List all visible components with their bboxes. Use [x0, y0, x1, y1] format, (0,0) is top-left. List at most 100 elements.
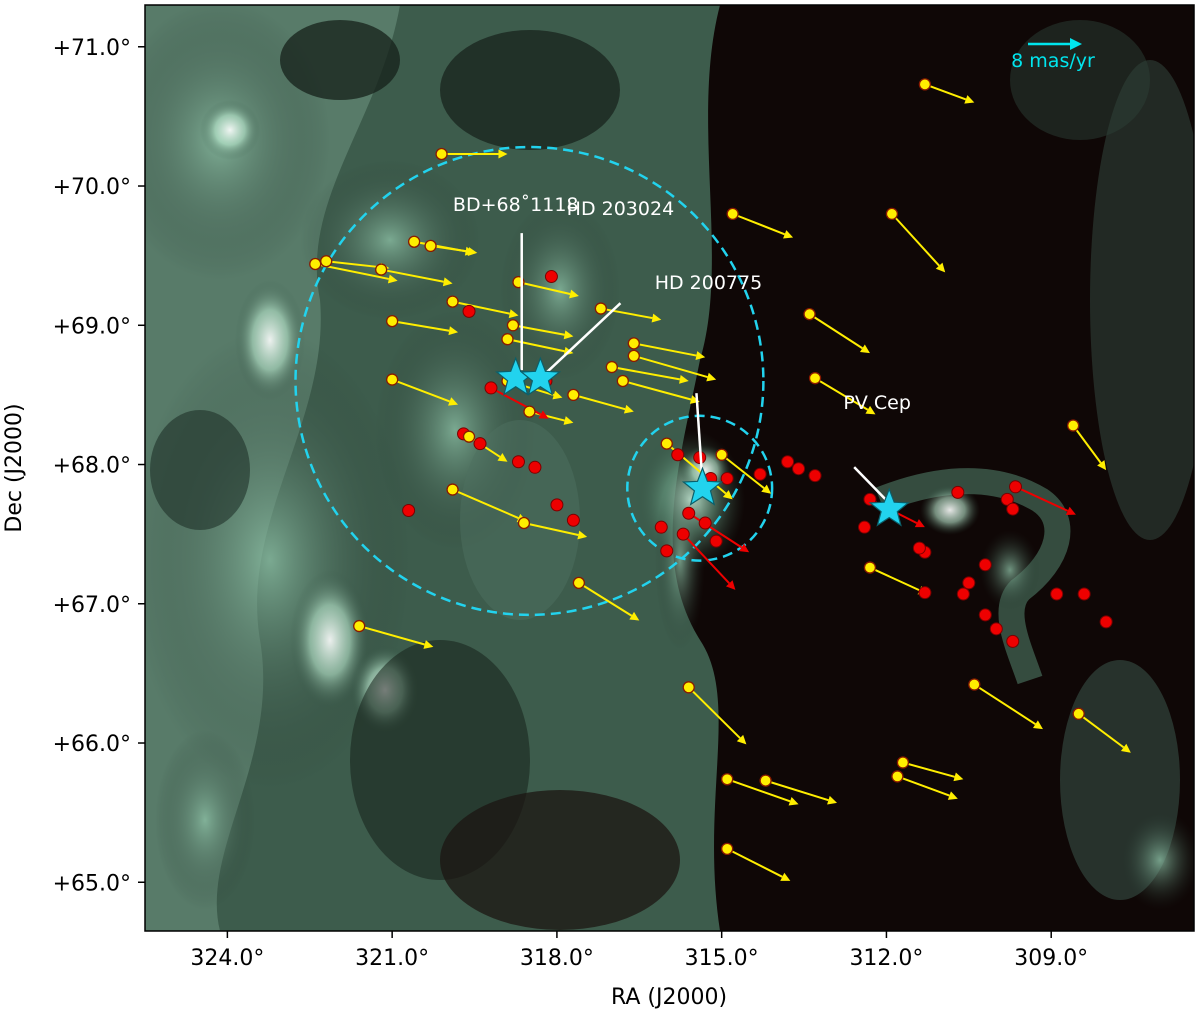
yellow-point [309, 257, 322, 271]
red-motion-arrow-head [538, 410, 549, 419]
yellow-point [721, 773, 734, 786]
yellow-motion-arrow-head [1097, 460, 1107, 471]
yellow-motion-arrow-head [695, 351, 706, 360]
star-marker [519, 356, 562, 396]
scale-bar-arrowhead [1070, 38, 1082, 50]
yellow-point [891, 770, 904, 783]
red-point [511, 455, 525, 469]
stellar-points [309, 78, 1113, 855]
yellow-point [375, 263, 388, 276]
red-point [962, 576, 976, 590]
red-point [1009, 480, 1023, 494]
star-marker [868, 487, 910, 527]
region-circles [294, 145, 774, 617]
region-circle [626, 414, 774, 562]
red-point [792, 462, 806, 476]
red-point [473, 437, 487, 451]
yellow-motion-arrow-head [577, 530, 588, 540]
yellow-motion-arrow-head [953, 772, 964, 782]
red-point [1006, 502, 1020, 516]
yellow-motion-arrow-head [947, 791, 958, 800]
yellow-point [594, 302, 607, 315]
x-axis-ticks: 324.0° 321.0° 318.0° 315.0° 312.0° 309.0° [190, 931, 1088, 971]
red-point [720, 471, 734, 485]
yellow-motion-arrow-head [651, 313, 662, 323]
yellow-motion-arrow-shaft [326, 260, 381, 269]
yellow-motion-arrow-shaft [902, 761, 955, 778]
yellow-point [501, 333, 514, 346]
yellow-motion-arrow-head [859, 344, 870, 354]
proper-motion-arrows [315, 83, 1131, 881]
yellow-point [572, 576, 586, 590]
red-point [1050, 587, 1064, 601]
yellow-motion-arrow-head [935, 262, 946, 273]
x-tick-label: 315.0° [685, 946, 759, 971]
yellow-motion-arrow-head [448, 397, 459, 406]
red-point [857, 520, 871, 534]
annotation-label: PV Cep [843, 392, 911, 414]
yellow-motion-arrow-head [448, 326, 459, 336]
red-motion-arrow-shaft [1015, 485, 1069, 512]
yellow-motion-arrow-shaft [809, 313, 863, 350]
yellow-motion-arrow-shaft [732, 212, 786, 236]
yellow-motion-arrow-shaft [573, 393, 626, 411]
yellow-motion-arrow-shaft [507, 338, 565, 353]
yellow-motion-arrow-shaft [973, 683, 1036, 726]
red-motion-arrow-head [1065, 506, 1076, 515]
star-marker [681, 466, 724, 506]
yellow-point [435, 147, 448, 161]
yellow-point [462, 430, 476, 443]
yellow-point [1067, 419, 1080, 432]
red-motion-arrow-head [725, 580, 736, 590]
yellow-motion-arrow-head [497, 453, 508, 462]
yellow-motion-arrow-shaft [452, 488, 519, 519]
yellow-motion-arrow-shaft [600, 307, 653, 320]
yellow-motion-arrow-shaft [924, 83, 967, 101]
yellow-motion-arrow-head [423, 640, 434, 649]
red-point [1077, 587, 1091, 601]
red-point [709, 534, 723, 548]
star-markers [495, 356, 910, 527]
red-point [956, 587, 970, 601]
y-tick-label: +70.0° [53, 175, 131, 200]
yellow-motion-arrow-shaft [518, 281, 571, 295]
yellow-motion-arrow-head [788, 797, 799, 806]
red-point [566, 513, 580, 527]
yellow-motion-arrow-shaft [611, 366, 681, 381]
yellow-motion-arrow-shaft [622, 380, 692, 401]
yellow-point [863, 561, 877, 574]
y-tick-label: +67.0° [53, 593, 131, 618]
red-point [808, 469, 822, 483]
yellow-point [407, 235, 421, 248]
red-point [989, 622, 1003, 636]
dust-emission-background [145, 5, 1194, 931]
yellow-motion-arrow-head [1120, 743, 1131, 753]
red-point [1000, 492, 1014, 506]
yellow-point [968, 678, 981, 691]
yellow-point [682, 681, 695, 694]
red-point [912, 541, 926, 555]
yellow-motion-arrow-head [783, 230, 794, 239]
red-point [918, 586, 932, 600]
yellow-motion-arrow-shaft [358, 625, 425, 646]
yellow-motion-arrow-head [563, 330, 574, 340]
plot-frame [144, 4, 1195, 932]
yellow-motion-arrow-shaft [578, 582, 633, 617]
red-point [978, 558, 992, 572]
yellow-motion-arrow-shaft [726, 778, 791, 803]
red-point [528, 460, 542, 474]
yellow-point [759, 774, 772, 787]
y-tick-label: +68.0° [53, 454, 131, 479]
yellow-motion-arrow-shaft [814, 377, 869, 411]
yellow-point [627, 349, 640, 363]
yellow-point [808, 372, 822, 385]
red-point [1099, 615, 1113, 629]
yellow-point [385, 314, 399, 328]
y-tick-label: +66.0° [53, 732, 131, 757]
yellow-point [1072, 707, 1085, 720]
yellow-motion-arrow-head [761, 484, 772, 494]
annotation-label: HD 203024 [567, 198, 675, 220]
y-axis-label: Dec (J2000) [2, 403, 27, 532]
yellow-motion-arrow-head [736, 734, 747, 745]
